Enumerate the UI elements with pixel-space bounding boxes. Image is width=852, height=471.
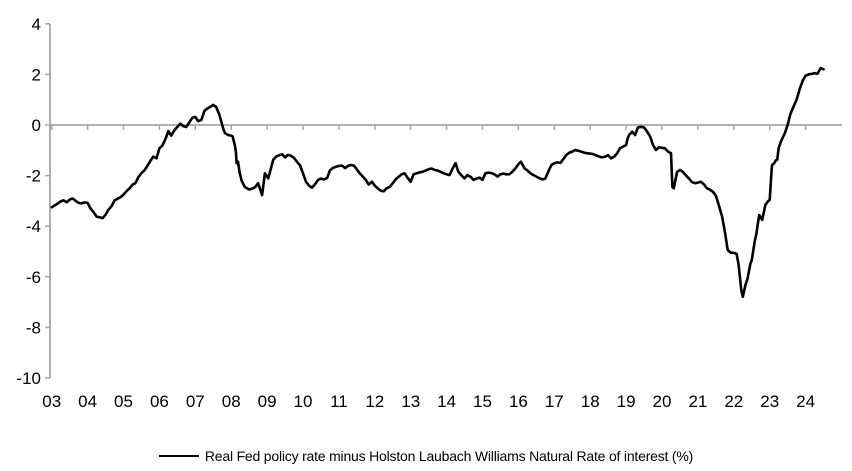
x-axis-tick-label: 19	[617, 392, 636, 411]
y-axis-tick-label: 0	[32, 116, 41, 135]
y-axis-tick-label: 2	[32, 65, 41, 84]
x-axis-tick-label: 08	[222, 392, 241, 411]
data-series-line	[50, 66, 825, 299]
x-axis-tick-label: 24	[796, 392, 815, 411]
y-axis-tick-label: 4	[32, 15, 41, 34]
x-axis-tick-label: 20	[653, 392, 672, 411]
x-axis-tick-label: 12	[365, 392, 384, 411]
x-axis-tick-label: 15	[473, 392, 492, 411]
legend-label: Real Fed policy rate minus Holston Lauba…	[204, 448, 694, 464]
y-axis-tick-label: -10	[16, 369, 41, 388]
x-axis-tick-label: 22	[724, 392, 743, 411]
x-axis-tick-label: 14	[437, 392, 456, 411]
x-axis-tick-label: 17	[545, 392, 564, 411]
x-axis-tick-label: 09	[258, 392, 277, 411]
x-axis-tick-label: 10	[294, 392, 313, 411]
y-axis-tick-label: -2	[26, 167, 41, 186]
legend-line-swatch	[158, 455, 199, 457]
legend: Real Fed policy rate minus Holston Lauba…	[0, 444, 852, 468]
x-axis-tick-label: 21	[688, 392, 707, 411]
x-axis-tick-label: 13	[401, 392, 420, 411]
x-axis-tick-label: 04	[78, 392, 97, 411]
x-axis-tick-label: 05	[114, 392, 133, 411]
y-axis-tick-label: -6	[26, 268, 41, 287]
x-axis-tick-label: 18	[581, 392, 600, 411]
x-axis-tick-label: 16	[509, 392, 528, 411]
x-axis-tick-label: 03	[42, 392, 61, 411]
x-axis-tick-label: 11	[330, 392, 348, 411]
y-axis-tick-label: -4	[26, 217, 41, 236]
x-axis-tick-label: 07	[186, 392, 205, 411]
x-axis-tick-label: 23	[760, 392, 779, 411]
x-axis-tick-label: 06	[150, 392, 169, 411]
y-axis-tick-label: -8	[26, 318, 41, 337]
